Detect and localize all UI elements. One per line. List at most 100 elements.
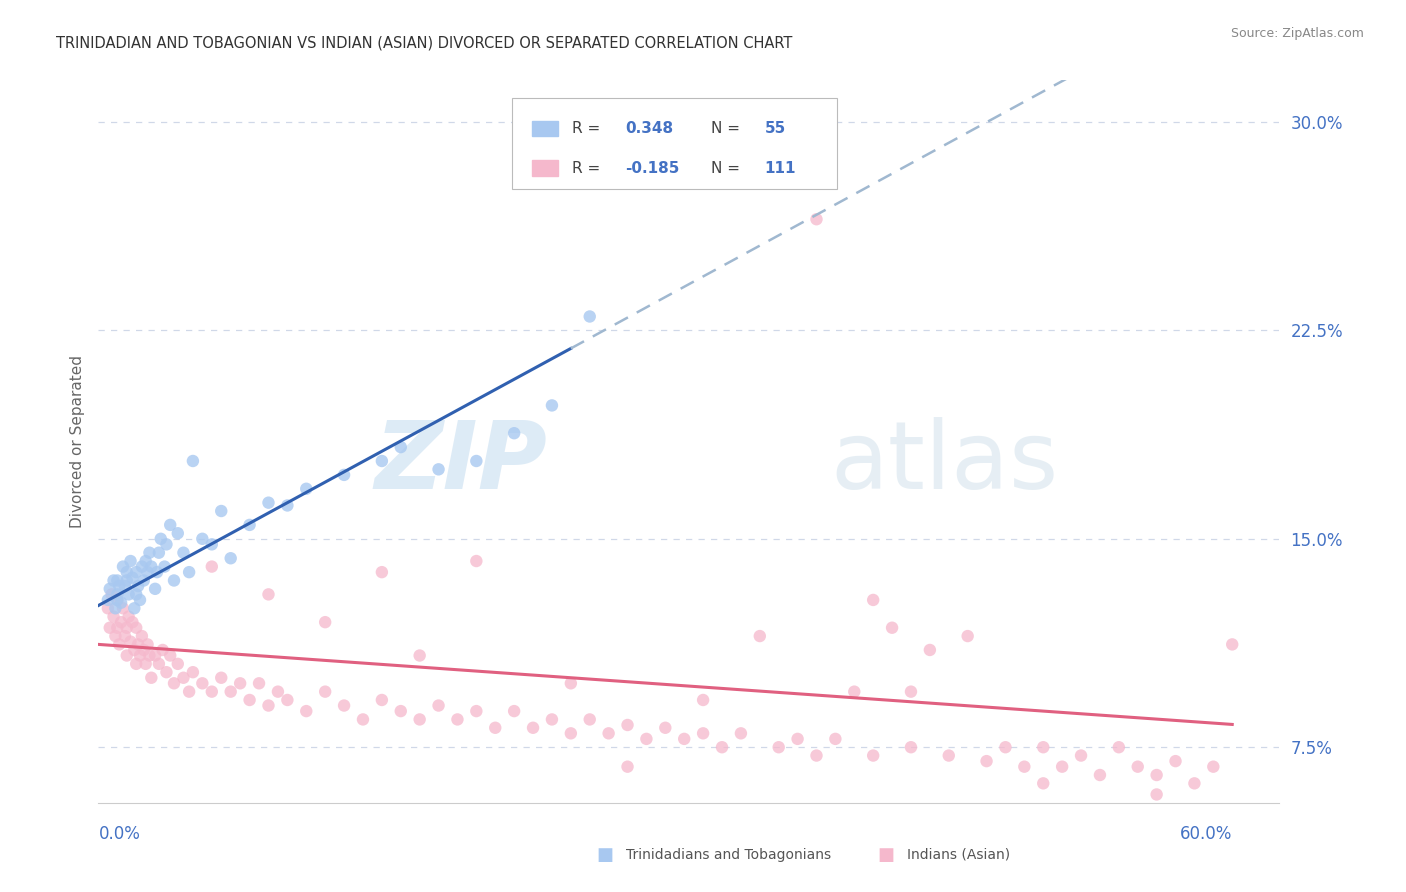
Point (371, 565, 394, 579)
Point (1220, 637, 1243, 651)
Point (179, 565, 201, 579)
Point (389, 704, 412, 718)
Point (711, 740, 734, 755)
Point (138, 546, 160, 560)
Point (276, 693, 298, 707)
Point (295, 704, 318, 718)
Text: Trinidadians and Tobagonians: Trinidadians and Tobagonians (626, 847, 831, 862)
Point (155, 665, 177, 680)
Point (179, 684, 201, 698)
Point (560, 726, 582, 740)
Point (257, 587, 280, 601)
Point (1014, 760, 1036, 774)
Point (138, 648, 160, 663)
Point (209, 504, 232, 518)
Point (172, 546, 194, 560)
Point (976, 754, 998, 768)
Point (862, 593, 884, 607)
Point (654, 721, 676, 735)
Point (191, 532, 214, 546)
Text: atlas: atlas (831, 417, 1059, 509)
Point (636, 731, 658, 746)
Point (131, 629, 153, 643)
Point (132, 643, 155, 657)
Point (616, 760, 638, 774)
Point (1088, 768, 1111, 782)
Point (616, 718, 638, 732)
Point (1108, 740, 1130, 755)
Point (110, 615, 132, 630)
Point (880, 621, 903, 635)
Point (149, 532, 172, 546)
Point (371, 693, 394, 707)
Text: 60.0%: 60.0% (1180, 825, 1232, 843)
Point (1050, 760, 1073, 774)
Text: 111: 111 (765, 161, 796, 176)
Point (118, 609, 141, 624)
Point (129, 648, 152, 663)
Point (267, 684, 290, 698)
Text: ZIP: ZIP (374, 417, 547, 509)
Point (100, 587, 122, 601)
Point (111, 559, 134, 574)
Point (1164, 754, 1187, 768)
Point (371, 454, 394, 468)
Point (97, 601, 120, 615)
Point (125, 621, 148, 635)
Text: ■: ■ (877, 846, 894, 863)
Point (191, 676, 214, 690)
Point (427, 462, 450, 476)
Point (201, 684, 224, 698)
Point (118, 587, 141, 601)
Point (97, 593, 120, 607)
Point (163, 676, 186, 690)
Point (427, 698, 450, 713)
Point (152, 643, 174, 657)
Point (247, 676, 270, 690)
Point (465, 454, 488, 468)
Point (257, 496, 280, 510)
Point (105, 621, 128, 635)
Point (1032, 740, 1054, 755)
Point (786, 731, 808, 746)
Point (748, 629, 770, 643)
Point (239, 693, 262, 707)
Point (333, 698, 356, 713)
Point (121, 615, 143, 630)
Text: N =: N = (711, 121, 745, 136)
Point (121, 571, 143, 585)
Point (105, 593, 128, 607)
Point (153, 559, 176, 574)
Point (465, 704, 488, 718)
Point (541, 713, 564, 727)
Point (219, 684, 242, 698)
Point (938, 748, 960, 763)
Point (124, 643, 146, 657)
Point (115, 621, 138, 635)
Point (465, 554, 488, 568)
Text: Source: ZipAtlas.com: Source: ZipAtlas.com (1230, 27, 1364, 40)
Point (201, 537, 224, 551)
Point (129, 593, 152, 607)
Text: -0.185: -0.185 (626, 161, 679, 176)
Point (1126, 760, 1149, 774)
Point (1032, 776, 1054, 790)
Point (1184, 776, 1206, 790)
Point (598, 726, 620, 740)
Point (111, 601, 134, 615)
Point (1070, 748, 1092, 763)
Point (120, 634, 142, 648)
Point (692, 726, 714, 740)
Point (114, 629, 136, 643)
Point (159, 517, 181, 532)
Point (446, 713, 468, 727)
Point (181, 454, 204, 468)
Text: ■: ■ (596, 846, 613, 863)
Point (1146, 788, 1168, 802)
Point (110, 596, 132, 610)
Text: R =: R = (572, 161, 605, 176)
Point (143, 648, 166, 663)
Point (108, 579, 131, 593)
Point (824, 731, 846, 746)
Point (352, 713, 374, 727)
